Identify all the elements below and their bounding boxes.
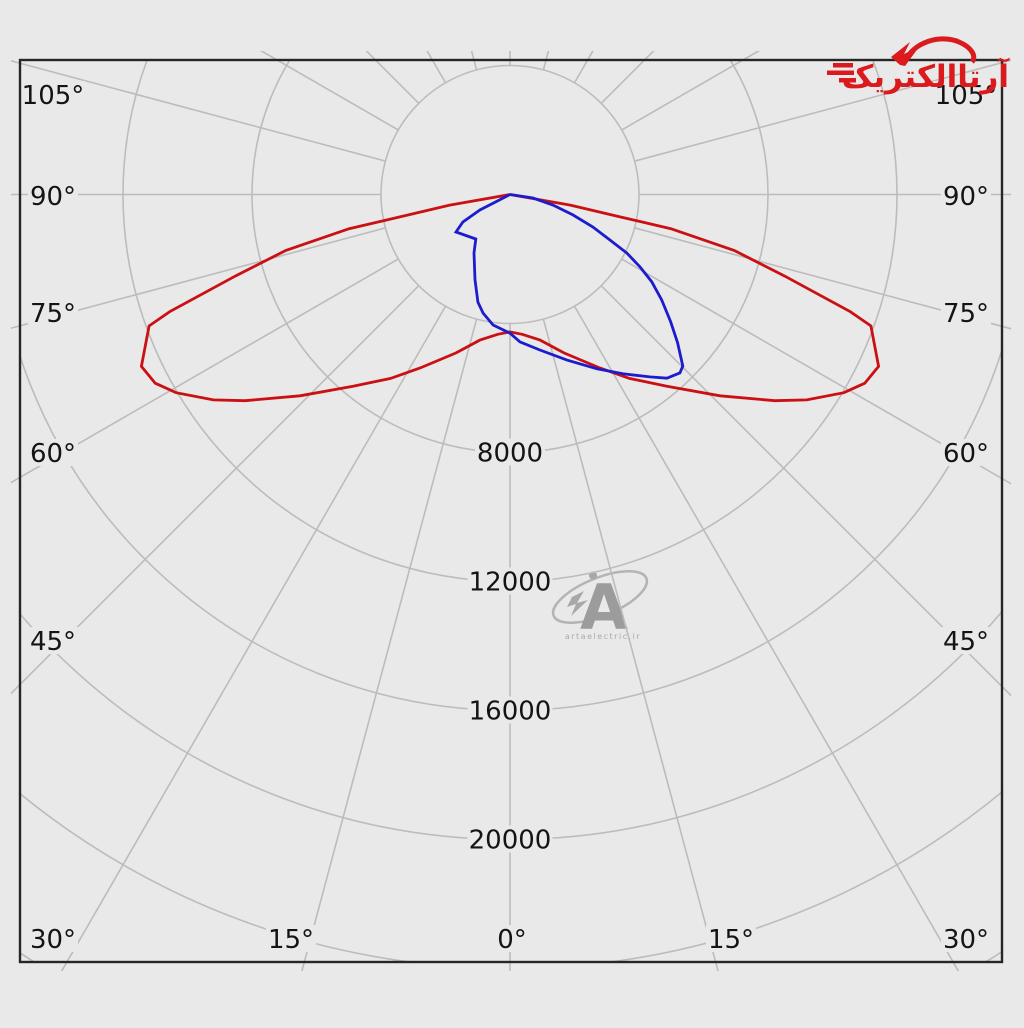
angle-label: 15° <box>708 925 754 955</box>
brand-logo-text: آرتاالکتریک <box>842 57 1011 95</box>
grid-ring <box>0 0 1024 969</box>
angle-label: 30° <box>30 925 76 955</box>
watermark-logo: A artaelectric.ir <box>547 561 654 644</box>
angle-label: 45° <box>943 627 989 657</box>
ring-value-label: 12000 <box>469 568 552 598</box>
angle-label: 60° <box>943 439 989 469</box>
ring-value-label: 16000 <box>469 697 552 727</box>
brand-logo: آرتاالکتریک <box>827 39 1010 95</box>
grid-radial-line <box>543 319 846 1024</box>
grid-radial-line <box>0 306 446 1024</box>
grid-radial-line <box>174 319 477 1024</box>
angle-label: 90° <box>30 182 76 212</box>
grid-ring <box>0 0 1024 711</box>
angle-label: 105° <box>22 81 85 111</box>
angle-label: 15° <box>268 925 314 955</box>
angle-label: 30° <box>943 925 989 955</box>
grid-radial-line <box>0 228 385 531</box>
angle-label: 0° <box>497 925 527 955</box>
grid-radial-line <box>0 259 398 845</box>
grid-radial-line <box>622 259 1024 845</box>
angle-label: 75° <box>943 299 989 329</box>
grid-radial-line <box>575 306 1024 1024</box>
angle-label: 90° <box>943 182 989 212</box>
angle-label: 60° <box>30 439 76 469</box>
angle-label: 45° <box>30 627 76 657</box>
ring-value-label: 8000 <box>477 439 543 469</box>
curve-c90-c270 <box>456 195 683 379</box>
ring-value-label: 20000 <box>469 826 552 856</box>
grid-radial-line <box>0 0 446 83</box>
angle-label: 75° <box>30 299 76 329</box>
